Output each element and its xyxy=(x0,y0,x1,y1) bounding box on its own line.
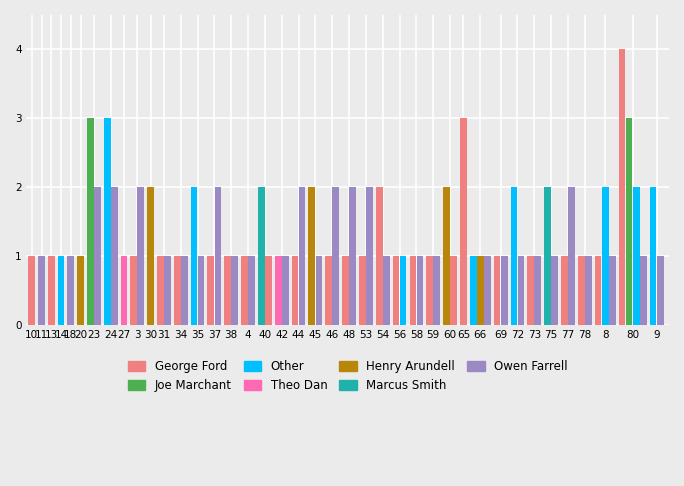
Bar xyxy=(518,256,525,325)
Bar xyxy=(450,256,457,325)
Legend: George Ford, Joe Marchant, Other, Theo Dan, Henry Arundell, Marcus Smith, Owen F: George Ford, Joe Marchant, Other, Theo D… xyxy=(123,355,573,397)
Bar xyxy=(48,256,55,325)
Bar xyxy=(147,187,154,325)
Bar xyxy=(477,256,484,325)
Bar xyxy=(157,256,163,325)
Bar xyxy=(308,187,315,325)
Bar xyxy=(350,187,356,325)
Bar xyxy=(299,187,306,325)
Bar xyxy=(38,256,45,325)
Bar xyxy=(594,256,601,325)
Bar xyxy=(443,187,450,325)
Bar xyxy=(657,256,663,325)
Bar xyxy=(484,256,490,325)
Bar xyxy=(527,256,534,325)
Bar xyxy=(602,187,609,325)
Bar xyxy=(366,187,373,325)
Bar xyxy=(87,119,94,325)
Bar xyxy=(174,256,181,325)
Bar xyxy=(633,187,640,325)
Bar xyxy=(561,256,568,325)
Bar xyxy=(164,256,171,325)
Bar xyxy=(94,187,101,325)
Bar xyxy=(282,256,289,325)
Bar xyxy=(191,187,198,325)
Bar xyxy=(224,256,231,325)
Bar xyxy=(265,256,272,325)
Bar xyxy=(609,256,616,325)
Bar xyxy=(534,256,541,325)
Bar xyxy=(410,256,417,325)
Bar xyxy=(332,187,339,325)
Bar xyxy=(275,256,282,325)
Bar xyxy=(544,187,551,325)
Bar xyxy=(342,256,349,325)
Bar xyxy=(181,256,187,325)
Bar xyxy=(120,256,127,325)
Bar xyxy=(248,256,255,325)
Bar xyxy=(470,256,477,325)
Bar xyxy=(585,256,592,325)
Bar xyxy=(568,187,575,325)
Bar xyxy=(29,256,35,325)
Bar xyxy=(315,256,322,325)
Bar xyxy=(501,256,508,325)
Bar xyxy=(111,187,118,325)
Bar xyxy=(207,256,214,325)
Bar xyxy=(626,119,633,325)
Bar xyxy=(57,256,64,325)
Bar xyxy=(426,256,433,325)
Bar xyxy=(650,187,657,325)
Bar xyxy=(383,256,390,325)
Bar xyxy=(510,187,517,325)
Bar xyxy=(399,256,406,325)
Bar xyxy=(198,256,205,325)
Bar xyxy=(291,256,298,325)
Bar xyxy=(417,256,423,325)
Bar xyxy=(68,256,74,325)
Bar xyxy=(494,256,501,325)
Bar xyxy=(359,256,366,325)
Bar xyxy=(104,119,111,325)
Bar xyxy=(326,256,332,325)
Bar xyxy=(551,256,558,325)
Bar xyxy=(215,187,222,325)
Bar xyxy=(393,256,399,325)
Bar xyxy=(137,187,144,325)
Bar xyxy=(77,256,84,325)
Bar xyxy=(434,256,440,325)
Bar xyxy=(241,256,248,325)
Bar xyxy=(258,187,265,325)
Bar xyxy=(578,256,585,325)
Bar xyxy=(618,50,625,325)
Bar xyxy=(376,187,382,325)
Bar xyxy=(640,256,646,325)
Bar xyxy=(131,256,137,325)
Bar xyxy=(231,256,238,325)
Bar xyxy=(460,119,466,325)
